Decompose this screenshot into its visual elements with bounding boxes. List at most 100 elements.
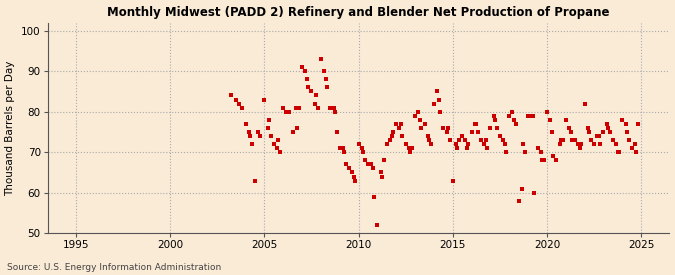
Point xyxy=(566,138,577,142)
Text: Source: U.S. Energy Information Administration: Source: U.S. Energy Information Administ… xyxy=(7,263,221,272)
Point xyxy=(237,105,248,110)
Point xyxy=(608,138,618,142)
Point xyxy=(350,178,360,183)
Point xyxy=(252,130,263,134)
Point xyxy=(574,146,585,150)
Point xyxy=(325,105,335,110)
Point xyxy=(495,134,506,138)
Point xyxy=(413,109,424,114)
Point xyxy=(488,114,499,118)
Point xyxy=(301,77,312,81)
Point xyxy=(535,150,546,154)
Point xyxy=(623,138,634,142)
Point xyxy=(334,146,345,150)
Point xyxy=(315,57,326,61)
Point xyxy=(419,122,430,126)
Point xyxy=(397,134,408,138)
Point xyxy=(372,223,383,227)
Point xyxy=(410,114,421,118)
Point xyxy=(283,109,294,114)
Point xyxy=(438,126,449,130)
Point xyxy=(254,134,265,138)
Point xyxy=(576,142,587,146)
Point xyxy=(560,118,571,122)
Point xyxy=(573,142,584,146)
Point xyxy=(416,126,427,130)
Point xyxy=(303,85,314,90)
Point xyxy=(310,93,321,98)
Point xyxy=(469,122,480,126)
Point xyxy=(366,162,377,167)
Point xyxy=(265,134,276,138)
Point xyxy=(243,130,254,134)
Point xyxy=(444,138,455,142)
Point xyxy=(546,130,557,134)
Point xyxy=(526,114,537,118)
Point xyxy=(367,166,378,170)
Point xyxy=(595,142,605,146)
Point xyxy=(400,142,411,146)
Point xyxy=(537,158,547,163)
Point xyxy=(500,142,510,146)
Point xyxy=(504,114,515,118)
Point xyxy=(463,142,474,146)
Point xyxy=(292,126,302,130)
Point xyxy=(462,146,472,150)
Point xyxy=(375,170,386,175)
Point xyxy=(471,122,482,126)
Point xyxy=(617,118,628,122)
Point xyxy=(529,191,540,195)
Point xyxy=(381,142,392,146)
Point xyxy=(482,146,493,150)
Point xyxy=(406,146,417,150)
Point xyxy=(362,162,373,167)
Point xyxy=(522,114,533,118)
Point xyxy=(508,118,519,122)
Point xyxy=(589,142,599,146)
Point xyxy=(414,118,425,122)
Point xyxy=(545,118,556,122)
Point xyxy=(452,146,463,150)
Point xyxy=(441,130,452,134)
Point xyxy=(622,130,632,134)
Point xyxy=(472,130,483,134)
Point xyxy=(269,142,279,146)
Point xyxy=(245,134,256,138)
Point xyxy=(476,138,487,142)
Point xyxy=(231,97,242,102)
Point xyxy=(328,105,339,110)
Point xyxy=(564,126,574,130)
Point xyxy=(611,142,622,146)
Point xyxy=(491,126,502,130)
Point xyxy=(466,130,477,134)
Point xyxy=(490,118,501,122)
Point xyxy=(338,146,348,150)
Point xyxy=(306,89,317,94)
Point xyxy=(448,178,458,183)
Point xyxy=(294,105,304,110)
Point xyxy=(497,138,508,142)
Point xyxy=(309,101,320,106)
Point xyxy=(558,138,568,142)
Point xyxy=(541,109,552,114)
Point xyxy=(460,138,470,142)
Point xyxy=(585,138,596,142)
Point xyxy=(246,142,257,146)
Point xyxy=(284,109,295,114)
Point xyxy=(331,130,342,134)
Point xyxy=(601,122,612,126)
Point xyxy=(583,126,593,130)
Point xyxy=(358,150,369,154)
Point xyxy=(518,142,529,146)
Point xyxy=(614,150,624,154)
Point xyxy=(264,118,275,122)
Point xyxy=(250,178,261,183)
Point xyxy=(435,109,446,114)
Point xyxy=(570,138,580,142)
Point xyxy=(481,138,491,142)
Point xyxy=(394,126,405,130)
Point xyxy=(234,101,245,106)
Point xyxy=(485,126,496,130)
Point xyxy=(405,150,416,154)
Point xyxy=(433,97,444,102)
